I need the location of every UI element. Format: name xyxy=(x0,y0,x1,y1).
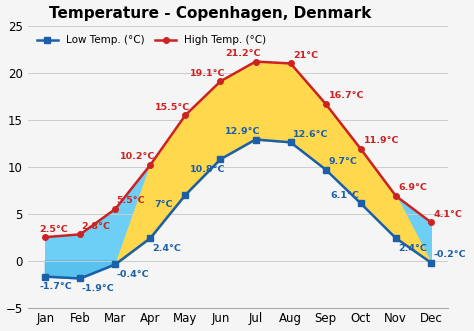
Text: 5.5°C: 5.5°C xyxy=(117,196,146,206)
High Temp. (°C) xyxy=(182,113,188,117)
High Temp. (°C) xyxy=(218,79,223,83)
Text: 6.1°C: 6.1°C xyxy=(330,191,359,200)
Text: Temperature - Copenhagen, Denmark: Temperature - Copenhagen, Denmark xyxy=(49,6,371,21)
Text: -0.2°C: -0.2°C xyxy=(434,250,466,259)
Text: 16.7°C: 16.7°C xyxy=(328,91,364,100)
Text: 21.2°C: 21.2°C xyxy=(225,49,261,58)
Text: 9.7°C: 9.7°C xyxy=(328,157,357,166)
Low Temp. (°C) xyxy=(428,260,434,264)
Low Temp. (°C) xyxy=(323,167,328,171)
Text: 15.5°C: 15.5°C xyxy=(155,103,190,112)
Text: -1.9°C: -1.9°C xyxy=(82,284,114,293)
Text: 12.6°C: 12.6°C xyxy=(293,130,329,139)
Text: -0.4°C: -0.4°C xyxy=(117,270,149,279)
Text: 6.9°C: 6.9°C xyxy=(399,183,428,192)
Text: 7°C: 7°C xyxy=(155,200,173,210)
Text: 2.5°C: 2.5°C xyxy=(40,225,68,234)
High Temp. (°C) xyxy=(112,207,118,211)
Legend: Low Temp. (°C), High Temp. (°C): Low Temp. (°C), High Temp. (°C) xyxy=(33,31,271,49)
Low Temp. (°C) xyxy=(147,236,153,240)
Text: 4.1°C: 4.1°C xyxy=(434,210,463,218)
Text: 2.8°C: 2.8°C xyxy=(82,222,110,231)
Low Temp. (°C) xyxy=(288,140,293,144)
Line: High Temp. (°C): High Temp. (°C) xyxy=(42,59,434,240)
High Temp. (°C) xyxy=(147,163,153,167)
Text: 12.9°C: 12.9°C xyxy=(225,127,261,136)
High Temp. (°C) xyxy=(253,60,258,64)
Text: -1.7°C: -1.7°C xyxy=(40,282,73,291)
Text: 19.1°C: 19.1°C xyxy=(190,69,226,78)
High Temp. (°C) xyxy=(323,102,328,106)
Low Temp. (°C) xyxy=(42,275,48,279)
Text: 10.2°C: 10.2°C xyxy=(120,152,155,161)
Low Temp. (°C) xyxy=(358,201,364,205)
High Temp. (°C) xyxy=(358,147,364,151)
High Temp. (°C) xyxy=(42,235,48,239)
Text: 2.4°C: 2.4°C xyxy=(152,244,181,253)
Text: 10.8°C: 10.8°C xyxy=(190,165,226,174)
Text: 2.4°C: 2.4°C xyxy=(399,244,428,253)
Text: 21°C: 21°C xyxy=(293,51,319,60)
Text: 11.9°C: 11.9°C xyxy=(364,136,399,145)
Low Temp. (°C) xyxy=(182,193,188,197)
Line: Low Temp. (°C): Low Temp. (°C) xyxy=(42,137,434,281)
Low Temp. (°C) xyxy=(393,236,399,240)
High Temp. (°C) xyxy=(77,232,83,236)
Low Temp. (°C) xyxy=(77,276,83,280)
High Temp. (°C) xyxy=(428,220,434,224)
Low Temp. (°C) xyxy=(253,137,258,141)
High Temp. (°C) xyxy=(393,194,399,198)
Low Temp. (°C) xyxy=(218,157,223,161)
High Temp. (°C) xyxy=(288,62,293,66)
Low Temp. (°C) xyxy=(112,262,118,266)
